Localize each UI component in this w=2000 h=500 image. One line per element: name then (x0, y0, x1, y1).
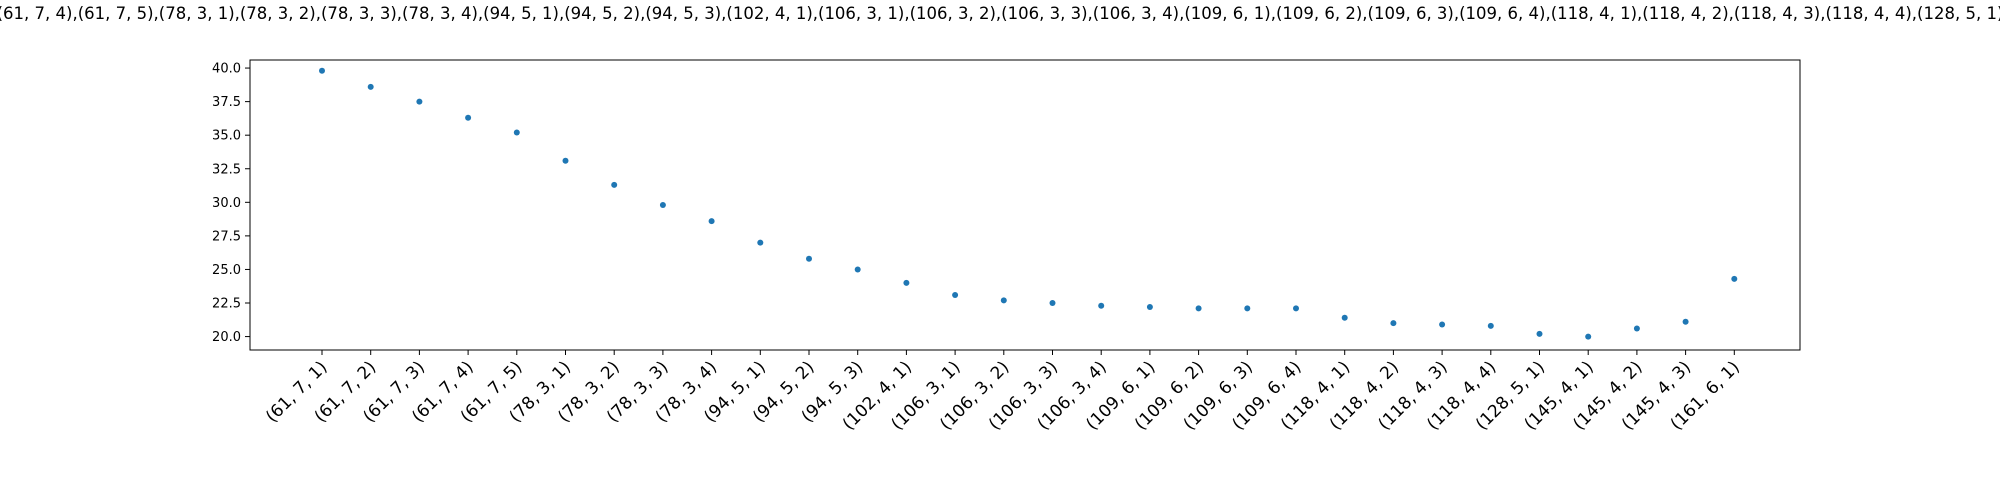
y-tick-label: 40.0 (212, 62, 241, 77)
data-point (1098, 302, 1105, 309)
data-point (1487, 322, 1494, 329)
data-point (1000, 297, 1007, 304)
data-point (1536, 330, 1543, 337)
y-axis: 20.0 22.5 25.0 27.5 30.0 32.5 35.0 37.5 40.0 (212, 62, 250, 345)
y-tick-label: 22.5 (212, 297, 241, 312)
y-tick-label: 35.0 (212, 129, 241, 144)
y-tick-label: 37.5 (212, 95, 241, 110)
data-point (708, 218, 715, 225)
data-point (1244, 305, 1251, 312)
data-point (416, 98, 423, 105)
x-axis: (61, 7, 1)(61, 7, 2)(61, 7, 3)(61, 7, 4)… (262, 350, 1744, 434)
data-point (319, 67, 325, 74)
data-point (1293, 305, 1299, 312)
y-tick-label: 32.5 (212, 162, 241, 177)
data-point (465, 114, 472, 121)
data-point (513, 129, 520, 136)
data-points (319, 67, 1738, 340)
y-tick-label: 20.0 (212, 330, 241, 345)
data-point (854, 266, 861, 273)
data-point (1390, 320, 1397, 327)
data-point (1341, 314, 1348, 321)
data-point (1146, 304, 1153, 311)
data-point (1731, 275, 1738, 282)
plot-area-frame (249, 59, 1801, 351)
data-point (659, 202, 666, 208)
data-point (611, 181, 618, 188)
y-tick-label: 27.5 (212, 229, 241, 244)
data-point (806, 255, 812, 262)
data-point (1633, 325, 1640, 332)
data-point (1682, 318, 1689, 325)
data-point (367, 83, 374, 90)
data-point (757, 239, 764, 246)
y-tick-label: 25.0 (212, 263, 241, 278)
y-tick-label: 30.0 (212, 196, 241, 211)
data-point (1585, 333, 1592, 340)
data-point (1049, 300, 1056, 307)
chart-title: (61, 7, 4),(61, 7, 5),(78, 3, 1),(78, 3,… (0, 4, 2000, 23)
data-point (1195, 305, 1202, 312)
data-point (1439, 321, 1446, 328)
data-point (903, 279, 910, 286)
data-point (952, 291, 959, 298)
data-point (562, 157, 569, 164)
